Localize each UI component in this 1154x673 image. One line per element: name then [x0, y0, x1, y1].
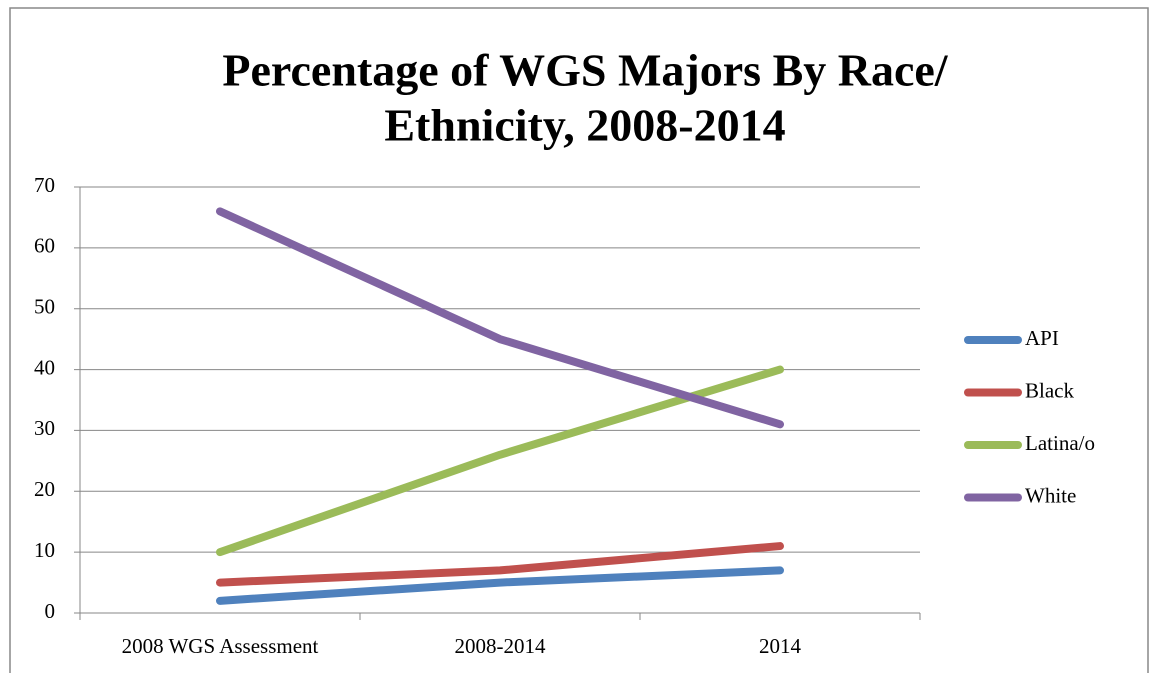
series-line — [216, 566, 784, 605]
legend-label: White — [1025, 483, 1076, 507]
chart-title: Percentage of WGS Majors By Race/ — [222, 45, 948, 96]
y-tick-label: 10 — [34, 538, 55, 562]
y-tick-label: 40 — [34, 355, 55, 379]
y-tick-label: 30 — [34, 416, 55, 440]
series-line — [216, 542, 784, 587]
y-tick-label: 60 — [34, 234, 55, 258]
y-tick-label: 0 — [45, 599, 56, 623]
y-tick-label: 70 — [34, 173, 55, 197]
y-tick-label: 20 — [34, 477, 55, 501]
x-tick-label: 2008 WGS Assessment — [122, 634, 319, 658]
legend-label: API — [1025, 326, 1059, 350]
x-tick-label: 2008-2014 — [455, 634, 546, 658]
legend-label: Black — [1025, 378, 1074, 402]
series-line — [216, 207, 784, 429]
x-tick-label: 2014 — [759, 634, 802, 658]
chart-title: Ethnicity, 2008-2014 — [384, 100, 785, 151]
y-tick-label: 50 — [34, 295, 55, 319]
chart-frame — [9, 7, 1149, 673]
legend-label: Latina/o — [1025, 431, 1095, 455]
